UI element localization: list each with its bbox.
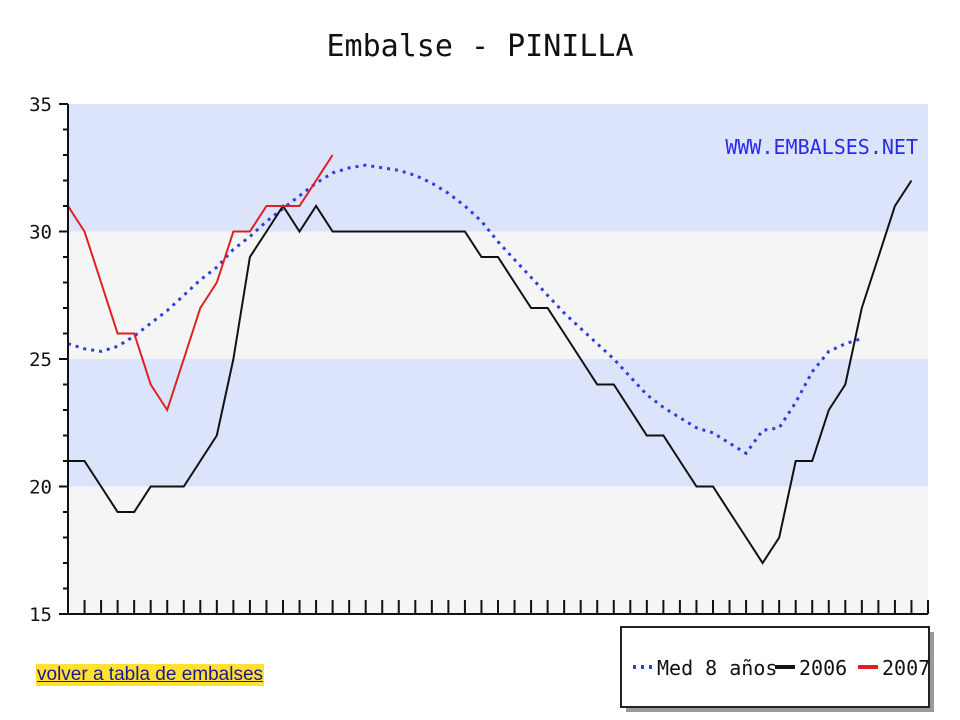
- axes: 15 20 25 30 35: [29, 94, 929, 626]
- back-to-table-link[interactable]: volver a tabla de embalses: [36, 664, 265, 686]
- watermark: WWW.EMBALSES.NET: [725, 135, 918, 159]
- chart-title: Embalse - PINILLA: [326, 29, 633, 64]
- band-15-20: [68, 486, 928, 614]
- legend-label-2007: 2007: [882, 656, 930, 680]
- y-tick-label-20: 20: [29, 477, 52, 499]
- y-tick-label-30: 30: [29, 222, 52, 244]
- legend-label-2006: 2006: [799, 656, 847, 680]
- series-layer: [67, 154, 913, 565]
- y-tick-label-15: 15: [29, 604, 52, 626]
- y-tick-label-35: 35: [29, 94, 52, 116]
- plot-background: [68, 104, 928, 614]
- series-line-2007: [67, 154, 334, 413]
- y-tick-label-25: 25: [29, 349, 52, 371]
- legend: Med 8 años 2006 2007: [620, 626, 934, 712]
- legend-label-med: Med 8 años: [657, 656, 777, 680]
- series-line-2006: [68, 179, 913, 565]
- band-25-30: [68, 231, 928, 359]
- band-30-35: [68, 104, 928, 232]
- band-20-25: [68, 359, 928, 487]
